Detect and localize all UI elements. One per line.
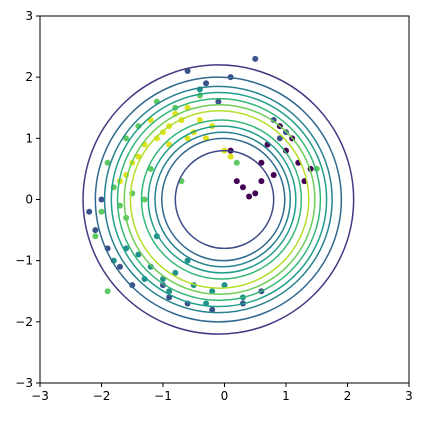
scatter-point bbox=[203, 80, 210, 87]
contour-line bbox=[82, 64, 355, 335]
x-tick-label: −3 bbox=[31, 389, 49, 403]
scatter-point bbox=[92, 227, 99, 234]
contour-line bbox=[174, 149, 275, 250]
scatter-point bbox=[166, 288, 173, 295]
x-tick-label: −1 bbox=[154, 389, 172, 403]
scatter-point bbox=[116, 263, 123, 270]
scatter-point bbox=[104, 288, 111, 295]
contour-line bbox=[123, 103, 316, 296]
scatter-point bbox=[92, 233, 99, 240]
y-tick-label: −2 bbox=[15, 315, 33, 329]
scatter-point bbox=[246, 193, 253, 200]
x-tick-label: 1 bbox=[282, 389, 290, 403]
x-tick-label: −2 bbox=[93, 389, 111, 403]
scatter-point bbox=[258, 159, 265, 166]
contour-line bbox=[110, 91, 328, 308]
scatter-point bbox=[160, 129, 166, 136]
contour-line bbox=[161, 137, 286, 262]
contour-line bbox=[129, 110, 310, 289]
scatter-point bbox=[104, 159, 111, 166]
contour-line bbox=[103, 85, 333, 314]
scatter-point bbox=[209, 306, 216, 313]
scatter-point bbox=[153, 135, 160, 142]
scatter-point bbox=[233, 159, 240, 166]
scatter-point bbox=[184, 135, 191, 142]
x-tick-label: 2 bbox=[344, 389, 352, 403]
scatter-point bbox=[227, 153, 234, 160]
scatter-point bbox=[258, 178, 265, 185]
contour-line bbox=[94, 76, 343, 323]
x-tick-label: 3 bbox=[405, 389, 413, 403]
scatter-point bbox=[184, 257, 191, 264]
y-tick-label: −1 bbox=[15, 254, 33, 268]
y-tick-label: 0 bbox=[25, 193, 33, 207]
contour-line bbox=[147, 125, 297, 274]
scatter-point bbox=[98, 196, 105, 203]
y-tick-label: 3 bbox=[25, 9, 33, 23]
y-tick-label: 1 bbox=[25, 131, 33, 145]
scatter-point bbox=[86, 208, 93, 215]
scatter-point bbox=[209, 288, 216, 295]
scatter-point bbox=[221, 282, 228, 289]
scatter-point bbox=[252, 190, 259, 197]
scatter-point bbox=[147, 263, 154, 270]
scatter-point bbox=[283, 147, 289, 154]
scatter-point bbox=[98, 208, 105, 215]
scatter-point bbox=[135, 251, 142, 258]
scatter-point bbox=[196, 116, 203, 123]
scatter-point bbox=[123, 135, 130, 142]
contour-line bbox=[140, 119, 303, 280]
x-tick-label: 0 bbox=[221, 389, 229, 403]
scatter-point bbox=[141, 196, 148, 203]
scatter-point bbox=[147, 165, 154, 172]
scatter-point bbox=[233, 178, 240, 185]
scatter-point bbox=[215, 98, 222, 105]
contour-line bbox=[116, 97, 322, 302]
scatter-point bbox=[239, 184, 246, 191]
y-tick-label: 2 bbox=[25, 70, 33, 84]
scatter-point bbox=[160, 282, 166, 289]
y-tick-label: −3 bbox=[15, 376, 33, 390]
scatter-point bbox=[276, 135, 283, 142]
scatter-point bbox=[129, 282, 136, 289]
contour-line bbox=[154, 131, 292, 268]
scatter-point bbox=[270, 116, 277, 123]
scatter-point bbox=[172, 269, 179, 276]
plot-area bbox=[82, 55, 355, 335]
scatter-point bbox=[270, 172, 277, 179]
scatter-point bbox=[252, 55, 259, 62]
